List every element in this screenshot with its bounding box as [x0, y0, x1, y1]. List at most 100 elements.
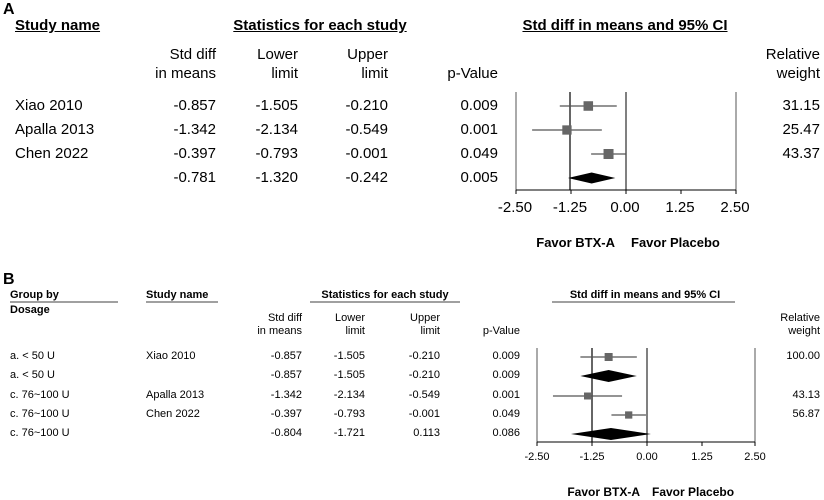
panel-b-header-weight-2: weight: [788, 325, 820, 337]
panel-a-p-value: 0.049: [460, 145, 498, 162]
panel-a-study-name: Chen 2022: [15, 145, 89, 162]
panel-a-weight: 43.37: [782, 145, 820, 162]
panel-b-p-value: 0.009: [492, 369, 520, 381]
panel-b-header-lower-1: Lower: [335, 312, 365, 324]
panel-a-tick-label: -1.25: [552, 199, 588, 216]
panel-a-header-upper-2: limit: [361, 65, 388, 82]
panel-a-header-weight-1: Relative: [765, 46, 820, 63]
panel-b-group: c. 76~100 U: [10, 389, 70, 401]
panel-b-header-upper-1: Upper: [410, 312, 440, 324]
panel-a-summary-upper: -0.242: [345, 169, 388, 186]
panel-a-upper: -0.210: [345, 97, 388, 114]
panel-a-header-stats: Statistics for each study: [233, 17, 407, 34]
panel-b-p-value: 0.086: [492, 427, 520, 439]
panel-a-p-value: 0.009: [460, 97, 498, 114]
panel-a-header-p: p-Value: [447, 65, 498, 82]
panel-b-group: a. < 50 U: [10, 350, 55, 362]
panel-b-lower: -0.793: [333, 408, 365, 420]
panel-b-header-smd-2: in means: [257, 325, 302, 337]
panel-a-summary-p-value: 0.005: [460, 169, 498, 186]
panel-a-weight: 25.47: [782, 121, 820, 138]
panel-a-header-smd-2: in means: [155, 65, 216, 82]
panel-b-summary-diamond: [580, 370, 637, 382]
panel-b-smd: -0.857: [270, 350, 302, 362]
panel-a-header-weight-2: weight: [776, 65, 820, 82]
panel-b-header-upper-2: limit: [420, 325, 440, 337]
panel-b-study-name: Chen 2022: [146, 408, 200, 420]
panel-b-header-group-1: Group by: [10, 289, 59, 301]
panel-b-header-smd-1: Std diff: [267, 312, 302, 324]
panel-b-smd: -0.397: [270, 408, 302, 420]
panel-b-tick-label: -1.25: [579, 451, 605, 463]
panel-b-header-lower-2: limit: [345, 325, 365, 337]
panel-a-summary-diamond: [567, 172, 616, 184]
panel-b-tick-label: 0.00: [636, 451, 658, 463]
panel-b-group: a. < 50 U: [10, 369, 55, 381]
panel-a-upper: -0.001: [345, 145, 388, 162]
panel-a-label: A: [3, 1, 15, 18]
panel-b-group: c. 76~100 U: [10, 408, 70, 420]
panel-b-favor-right: Favor Placebo: [652, 485, 735, 499]
panel-a-lower: -0.793: [255, 145, 298, 162]
panel-a-study-name: Apalla 2013: [15, 121, 95, 138]
panel-b-p-value: 0.001: [492, 389, 520, 401]
panel-a-smd: -0.857: [173, 97, 216, 114]
panel-b-study-name: Apalla 2013: [146, 389, 205, 401]
panel-b-header-plot: Std diff in means and 95% CI: [569, 289, 721, 301]
panel-a-header-upper-1: Upper: [347, 46, 388, 63]
panel-b-weight: 43.13: [792, 389, 820, 401]
panel-b-point-estimate: [625, 411, 633, 419]
panel-b-group: c. 76~100 U: [10, 427, 70, 439]
panel-b-header-group-2: Dosage: [10, 304, 50, 316]
panel-a-summary-lower: -1.320: [255, 169, 298, 186]
panel-a-lower: -2.134: [255, 121, 298, 138]
panel-b-smd: -0.804: [270, 427, 302, 439]
panel-b-lower: -2.134: [333, 389, 365, 401]
panel-a-study-name: Xiao 2010: [15, 97, 83, 114]
panel-a-lower: -1.505: [255, 97, 298, 114]
panel-a-header-smd-1: Std diff: [169, 46, 216, 63]
panel-b-tick-label: 2.50: [744, 451, 766, 463]
panel-a-p-value: 0.001: [460, 121, 498, 138]
panel-b-favor-left: Favor BTX-A: [567, 485, 640, 499]
panel-a-smd: -0.397: [173, 145, 216, 162]
panel-b-tick-label: 1.25: [691, 451, 713, 463]
panel-a-header-lower-1: Lower: [257, 46, 298, 63]
panel-b-upper: 0.113: [413, 427, 440, 439]
panel-b-header-p: p-Value: [482, 325, 520, 337]
panel-b-upper: -0.210: [408, 350, 440, 362]
panel-b-lower: -1.505: [333, 369, 365, 381]
panel-b-p-value: 0.009: [492, 350, 520, 362]
panel-a-summary-smd: -0.781: [173, 169, 216, 186]
panel-b-tick-label: -2.50: [524, 451, 550, 463]
panel-a-header-plot: Std diff in means and 95% CI: [522, 17, 728, 34]
panel-a-header-study-name: Study name: [15, 17, 101, 34]
panel-b-point-estimate: [604, 353, 613, 361]
panel-a-point-estimate: [583, 101, 594, 111]
panel-a-smd: -1.342: [173, 121, 216, 138]
panel-b-upper: -0.210: [408, 369, 440, 381]
panel-b-summary-diamond: [570, 428, 651, 440]
panel-b-p-value: 0.049: [492, 408, 520, 420]
panel-b-study-name: Xiao 2010: [146, 350, 196, 362]
panel-b-header-weight-1: Relative: [780, 312, 820, 324]
panel-a-point-estimate: [562, 125, 572, 135]
panel-b-weight: 56.87: [792, 408, 820, 420]
panel-a-tick-label: 0.00: [610, 199, 640, 216]
panel-b-label: B: [3, 271, 15, 288]
panel-a-favor-left: Favor BTX-A: [536, 235, 615, 250]
panel-b-lower: -1.505: [333, 350, 365, 362]
panel-b-smd: -1.342: [270, 389, 302, 401]
panel-b-point-estimate: [584, 392, 591, 400]
panel-b-upper: -0.001: [408, 408, 440, 420]
panel-a-point-estimate: [603, 149, 614, 159]
panel-b-upper: -0.549: [408, 389, 440, 401]
panel-a-tick-label: 1.25: [665, 199, 695, 216]
panel-b-lower: -1.721: [333, 427, 365, 439]
panel-b-header-study-name: Study name: [146, 289, 209, 301]
panel-a-tick-label: 2.50: [720, 199, 750, 216]
panel-b-smd: -0.857: [270, 369, 302, 381]
panel-a-weight: 31.15: [782, 97, 820, 114]
